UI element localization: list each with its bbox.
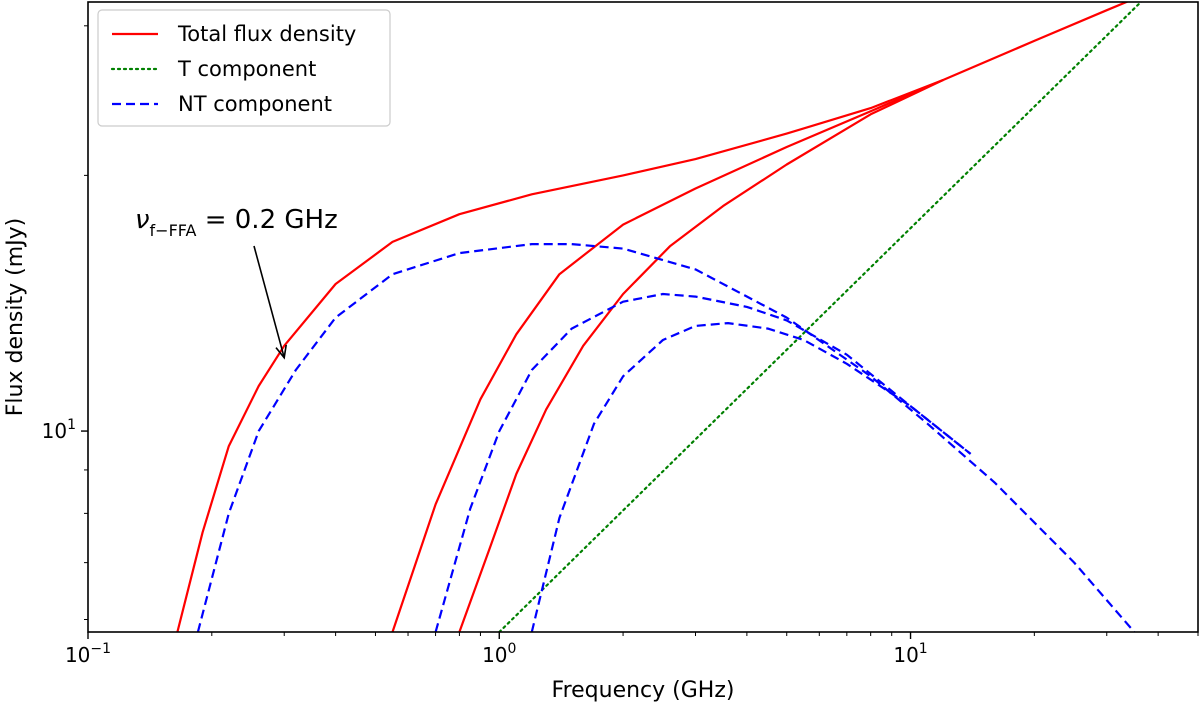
x-tick-label: 101: [893, 641, 927, 667]
legend: Total flux density T component NT componen…: [97, 9, 391, 127]
plot-curves: [176, 2, 1143, 632]
annotation-symbol: ν: [135, 205, 150, 235]
annotation: νf−FFA = 0.2 GHz: [135, 205, 338, 360]
legend-box: [97, 9, 391, 127]
axis-tick-labels: 10−1 100 101 101: [42, 417, 928, 667]
series-line-5: [196, 243, 1136, 632]
annotation-text: νf−FFA = 0.2 GHz: [135, 205, 338, 240]
legend-label-2: T component: [177, 57, 316, 81]
legend-label-3: NT component: [178, 92, 332, 116]
y-axis-label: Flux density (mJy): [3, 218, 28, 416]
annotation-value: = 0.2 GHz: [196, 205, 337, 235]
x-tick-label: 10−1: [65, 641, 111, 667]
series-line-2: [391, 78, 944, 632]
series-line-4: [498, 2, 1143, 632]
x-axis-label: Frequency (GHz): [552, 678, 735, 703]
annotation-arrowhead: [275, 344, 287, 360]
series-line-6: [434, 292, 972, 632]
legend-label-1: Total flux density: [177, 22, 356, 46]
series-line-1: [176, 2, 1130, 632]
y-tick-label: 101: [42, 417, 76, 443]
axis-ticks: [81, 25, 1199, 639]
x-tick-label: 100: [482, 641, 516, 667]
series-line-3: [458, 79, 944, 632]
series-line-7: [530, 322, 972, 632]
annotation-arrow: [253, 245, 285, 358]
annotation-subscript: f−FFA: [150, 221, 197, 240]
plot-frame: [87, 1, 1199, 633]
